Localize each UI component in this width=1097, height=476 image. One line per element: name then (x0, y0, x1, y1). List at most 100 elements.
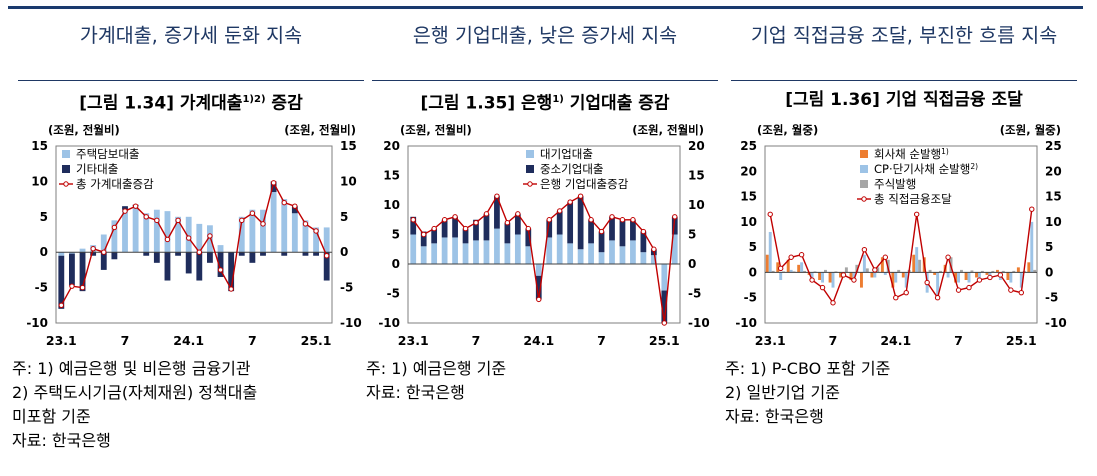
bar-주택담보대출 (111, 220, 118, 253)
bar-기타대출 (291, 206, 298, 214)
y-tick-label-left: 10 (383, 198, 400, 212)
bar-CP·단기사채-순발행 (936, 272, 940, 298)
y-tick-label-right: 10 (688, 198, 705, 212)
note-line: 주: 1) 예금은행 기준 (366, 359, 507, 378)
y-tick-label-left: 5 (392, 228, 400, 242)
bar-주식발행 (960, 269, 963, 273)
total-line-marker (196, 249, 203, 255)
bar-기타대출 (175, 252, 181, 256)
total-line (60, 180, 328, 306)
total-line-marker (997, 272, 1004, 278)
bar-CP·단기사채-순발행 (904, 272, 908, 288)
legend-label: CP·단기사채 순발행2) (874, 162, 978, 176)
bar-대기업대출 (462, 243, 469, 264)
legend-swatch (526, 165, 534, 173)
bar-중소기업대출 (525, 228, 532, 247)
bar-회사채-순발행 (1006, 272, 1010, 281)
y-tick-label-left: -5 (35, 281, 48, 295)
bar-주택담보대출 (238, 216, 245, 253)
total-line-marker (313, 228, 319, 234)
corporate-loans-chart: (조원, 전월비) (조원, 전월비) -10 -10 -5 -5 0 0 5 5 10 10 15 15… (378, 123, 709, 348)
bar-기타대출 (281, 252, 288, 256)
legend-swatch (62, 165, 70, 173)
unit-label-left: (조원, 전월비) (48, 123, 120, 137)
y-tick-label-right: 0 (340, 245, 348, 259)
bar-기타대출 (111, 252, 118, 260)
bar-CP·단기사채-순발행 (768, 231, 772, 273)
note-line: 주: 1) 예금은행 및 비은행 금융기관 (12, 359, 251, 378)
total-line-marker (175, 217, 181, 224)
total-line-marker (525, 225, 532, 232)
bar-주택담보대출 (313, 227, 319, 253)
bar-대기업대출 (630, 240, 636, 264)
y-tick-label-left: 0 (392, 257, 400, 271)
y-tick-label-left: -10 (735, 316, 757, 330)
total-line-marker (577, 193, 584, 199)
legend-label: 주택담보대출 (76, 147, 139, 161)
y-tick-label-left: 15 (383, 169, 400, 183)
bar-중소기업대출 (504, 222, 511, 244)
y-tick-label-left: 5 (40, 210, 48, 224)
total-line-marker (58, 302, 65, 309)
bar-중소기업대출 (494, 196, 500, 229)
bar-기타대출 (79, 252, 86, 292)
bar-대기업대출 (619, 246, 626, 264)
bar-기타대출 (122, 206, 128, 210)
total-line-marker (913, 211, 920, 217)
bar-주택담보대출 (302, 220, 309, 253)
total-line (769, 209, 1033, 305)
bar-대기업대출 (514, 234, 521, 264)
y-tick-label-left: -10 (378, 316, 400, 330)
bar-대기업대출 (452, 237, 458, 264)
bar-기타대출 (313, 252, 319, 256)
bar-중소기업대출 (462, 228, 469, 244)
bar-대기업대출 (546, 237, 553, 264)
bar-대기업대출 (671, 234, 678, 264)
panel-corporate-loans: 은행 기업대출, 낮은 증가세 지속 [그림 1.35] 은행1) 기업대출 증… (366, 10, 724, 476)
bar-중소기업대출 (473, 219, 479, 241)
bar-중소기업대출 (441, 219, 448, 238)
x-tick-label: 23.1 (398, 333, 429, 348)
total-line-marker (955, 287, 962, 293)
total-line-marker (281, 199, 287, 206)
bar-기타대출 (270, 181, 277, 193)
note-line: 주: 1) P-CBO 포함 기준 (725, 359, 891, 378)
bar-기타대출 (323, 252, 330, 281)
bar-회사채-순발행 (828, 272, 832, 283)
bar-중소기업대출 (588, 219, 594, 244)
headline-divider (18, 80, 364, 81)
plot-frame (55, 145, 333, 324)
total-line-marker (101, 249, 107, 255)
total-line-marker (79, 284, 86, 291)
total-line-marker (431, 225, 437, 232)
bar-주식발행 (970, 270, 974, 273)
bar-회사채-순발행 (891, 272, 895, 288)
total-line-marker (452, 214, 458, 220)
total-line-marker (410, 217, 416, 223)
bar-주택담보대출 (185, 216, 192, 253)
total-line-marker (207, 233, 213, 239)
y-tick-label-right: 25 (1045, 139, 1062, 153)
panel-household-loans: 가계대출, 증가세 둔화 지속 [그림 1.34] 가계대출1)2) 증감 (조… (12, 10, 370, 476)
y-tick-label-left: 0 (40, 245, 48, 259)
total-line-marker (323, 253, 330, 259)
y-tick-label-right: -5 (688, 287, 701, 301)
legend-label: 총 직접금융조달 (874, 192, 952, 206)
bar-기타대출 (90, 252, 97, 256)
y-tick-label-left: 15 (740, 190, 757, 204)
bar-CP·단기사채-순발행 (789, 269, 793, 273)
figure-title: [그림 1.34] 가계대출1)2) 증감 (79, 93, 303, 114)
bar-중소기업대출 (640, 231, 647, 253)
bar-중소기업대출 (452, 216, 458, 238)
total-line-marker (567, 199, 573, 205)
bar-CP·단기사채-순발행 (967, 272, 971, 283)
bar-기타대출 (143, 252, 150, 256)
bar-CP·단기사채-순발행 (862, 254, 866, 273)
bar-주식발행 (792, 271, 796, 273)
bar-대기업대출 (504, 243, 511, 264)
x-tick-label: 7 (121, 333, 130, 348)
bar-CP·단기사채-순발행 (810, 272, 814, 278)
bar-CP·단기사채-순발행 (831, 272, 835, 288)
bar-중소기업대출 (567, 202, 574, 244)
bar-주택담보대출 (100, 234, 107, 253)
